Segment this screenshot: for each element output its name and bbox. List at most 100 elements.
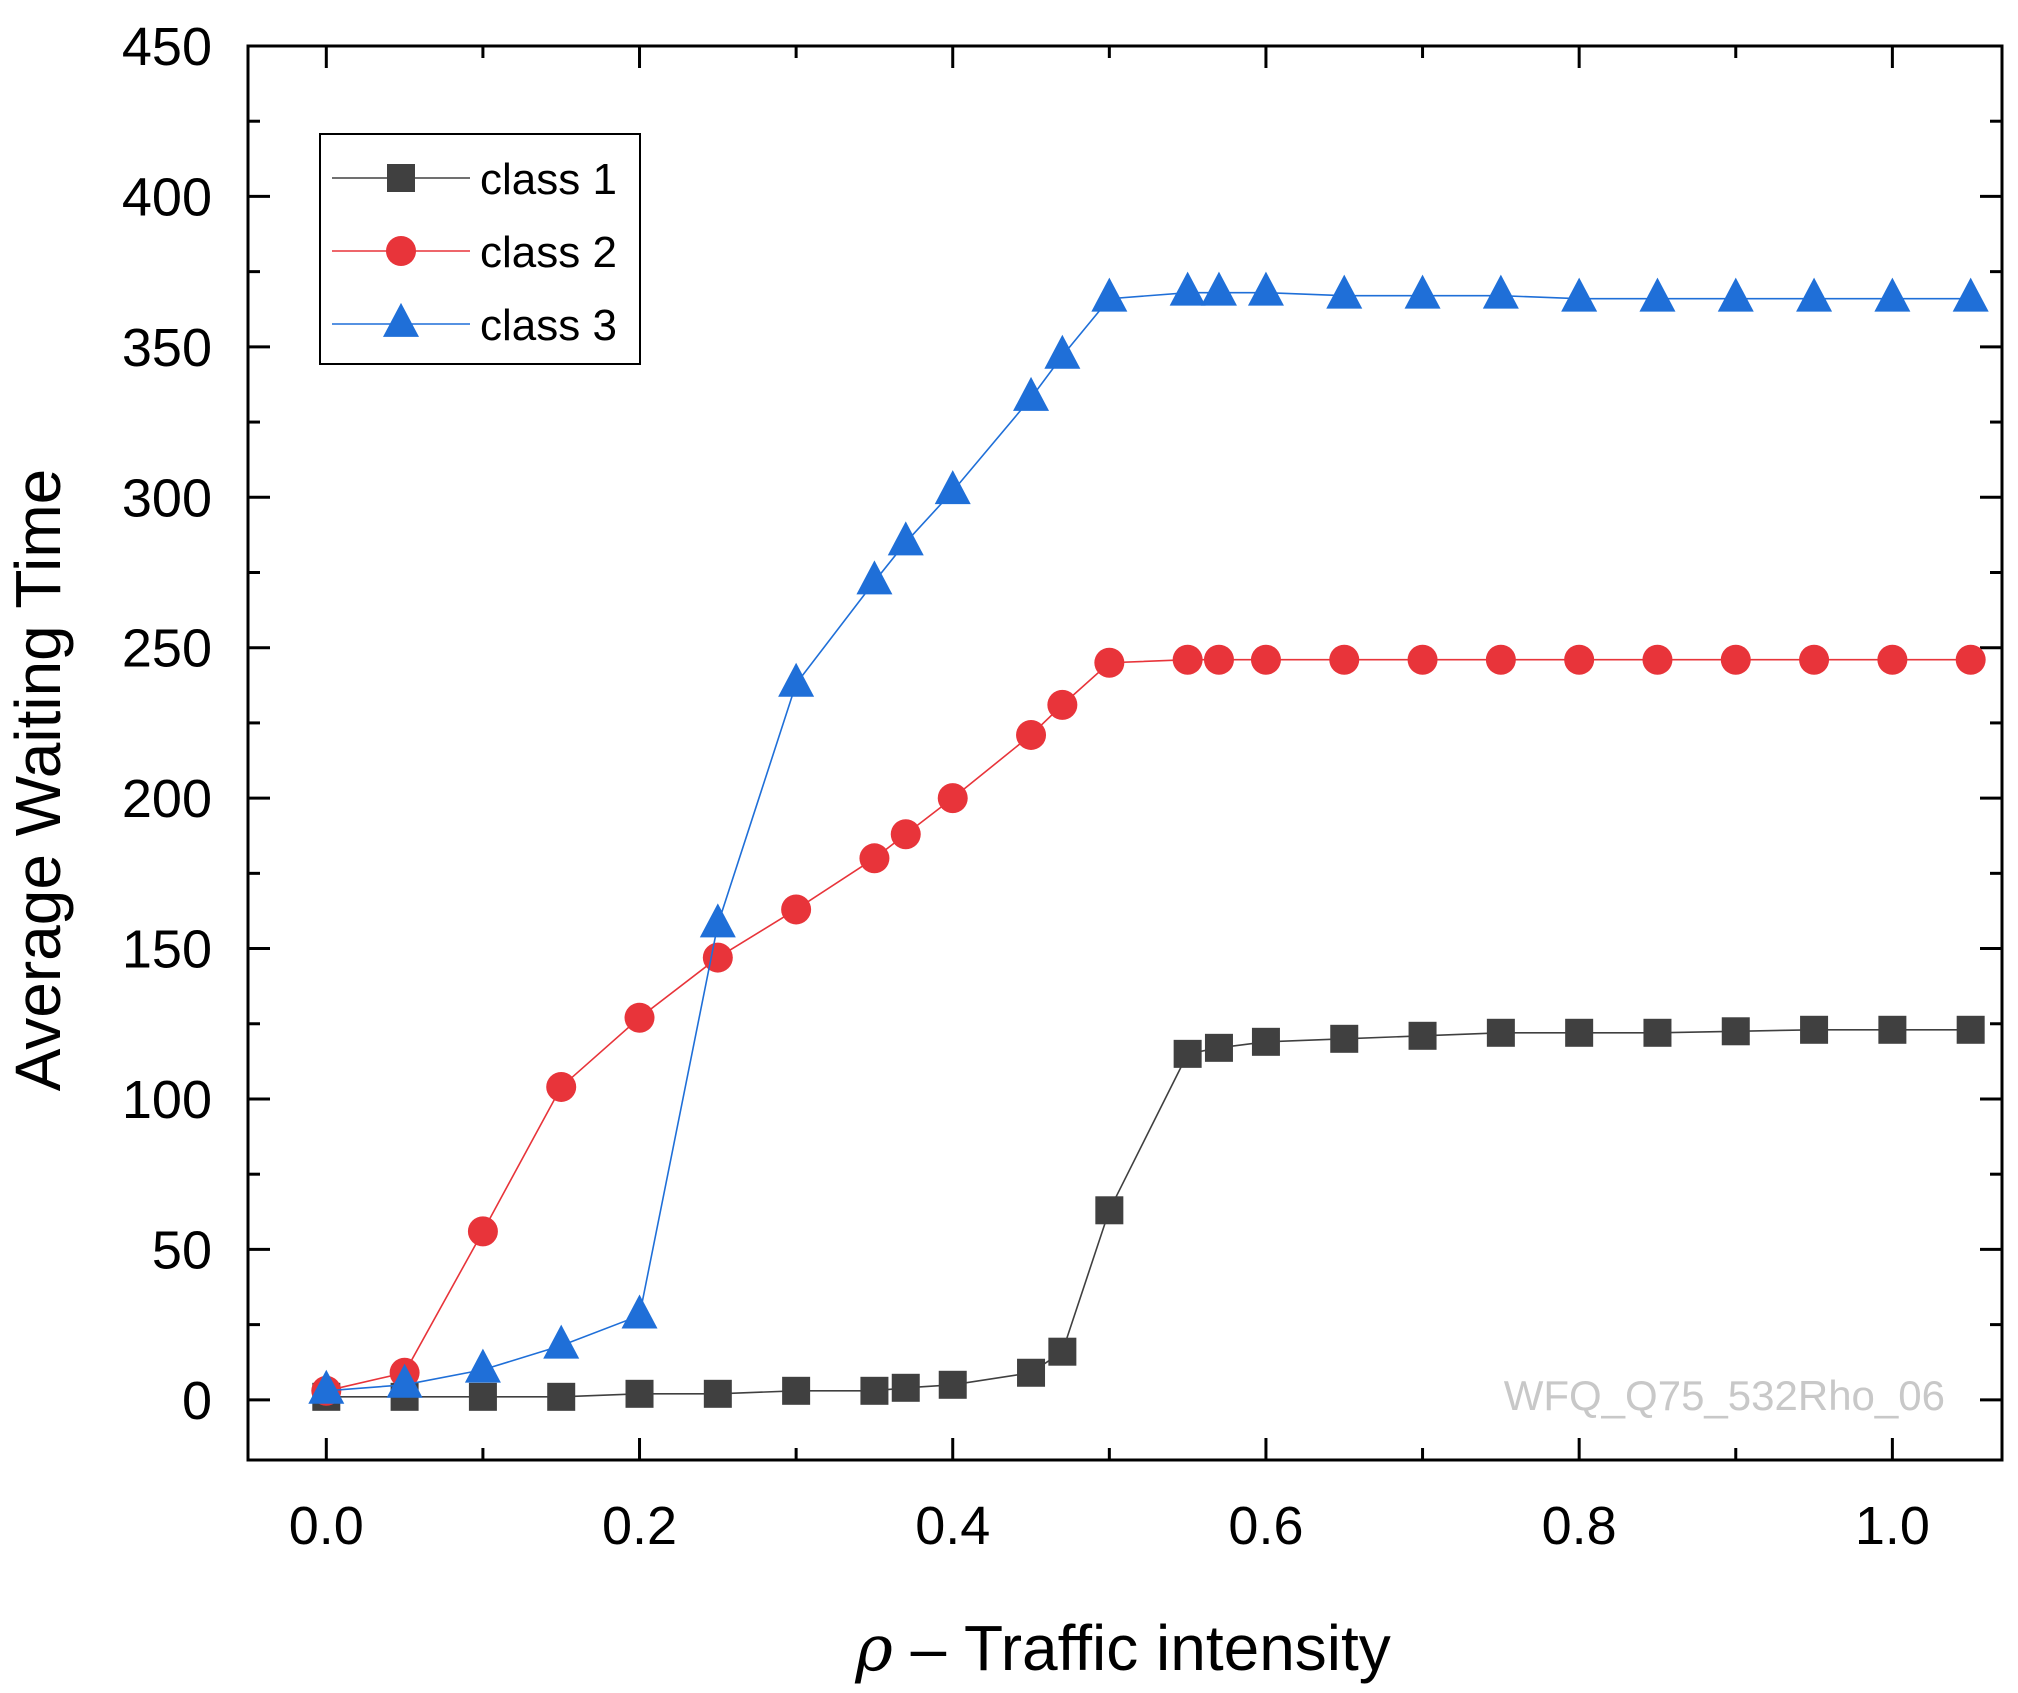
data-point xyxy=(1203,644,1234,675)
legend: class 1 class 2 class 3 xyxy=(319,133,641,365)
data-point xyxy=(890,819,921,850)
data-point xyxy=(386,1363,423,1398)
data-point xyxy=(468,1382,497,1411)
data-point xyxy=(856,560,893,595)
data-point xyxy=(1169,271,1206,306)
data-point xyxy=(1717,277,1754,312)
data-point xyxy=(1047,689,1078,720)
x-tick-label: 0.8 xyxy=(1542,1496,1617,1556)
data-point xyxy=(464,1348,501,1383)
data-point xyxy=(703,1379,732,1408)
y-tick-label: 150 xyxy=(122,920,212,980)
data-point xyxy=(1564,644,1595,675)
data-point xyxy=(1016,719,1047,750)
data-point xyxy=(1720,644,1751,675)
y-tick-label: 200 xyxy=(122,769,212,829)
y-tick-label: 300 xyxy=(122,468,212,528)
data-point xyxy=(887,521,924,556)
legend-label: class 3 xyxy=(480,301,617,350)
data-point xyxy=(891,1373,920,1402)
data-point xyxy=(546,1071,577,1102)
data-point xyxy=(1091,277,1128,312)
data-point xyxy=(1404,274,1441,309)
data-point xyxy=(1952,277,1989,312)
legend-marker xyxy=(387,164,415,192)
y-tick-label: 250 xyxy=(122,619,212,679)
legend-marker xyxy=(386,236,416,266)
legend-marker xyxy=(383,302,419,337)
data-point xyxy=(1094,647,1125,678)
data-point xyxy=(624,1002,655,1033)
series-3 xyxy=(308,271,1989,1404)
y-tick-label: 0 xyxy=(182,1371,212,1431)
legend-label: class 2 xyxy=(480,228,617,277)
data-point xyxy=(1799,644,1830,675)
data-point xyxy=(702,942,733,973)
data-point xyxy=(781,894,812,925)
y-tick-label: 350 xyxy=(122,318,212,378)
data-point xyxy=(1796,277,1833,312)
data-point xyxy=(1956,1015,1985,1044)
data-point xyxy=(1642,644,1673,675)
data-point xyxy=(1877,644,1908,675)
data-point xyxy=(1329,644,1360,675)
y-axis-title: Average Waiting Time xyxy=(2,469,74,1092)
data-point xyxy=(938,1370,967,1399)
data-point xyxy=(1172,644,1203,675)
data-point xyxy=(1721,1017,1750,1046)
data-point xyxy=(1485,644,1516,675)
data-point xyxy=(934,470,971,505)
data-point xyxy=(1173,1039,1202,1068)
data-point xyxy=(778,662,815,697)
data-point xyxy=(1326,274,1363,309)
data-point xyxy=(937,783,968,814)
data-point xyxy=(543,1324,580,1359)
data-point xyxy=(1200,271,1237,306)
data-point xyxy=(1095,1196,1124,1225)
legend-box xyxy=(319,133,641,365)
data-point xyxy=(1639,277,1676,312)
data-point xyxy=(1565,1018,1594,1047)
data-point xyxy=(1482,274,1519,309)
data-point xyxy=(625,1379,654,1408)
data-point xyxy=(1013,376,1050,411)
data-point xyxy=(1407,644,1438,675)
data-point xyxy=(782,1376,811,1405)
x-axis-title-symbol: ρ xyxy=(854,1612,893,1686)
data-point xyxy=(1486,1018,1515,1047)
data-point xyxy=(1874,277,1911,312)
x-axis-title-text: – Traffic intensity xyxy=(893,1612,1391,1684)
data-point xyxy=(547,1382,576,1411)
data-point xyxy=(1955,644,1986,675)
data-point xyxy=(1330,1024,1359,1053)
legend-label: class 1 xyxy=(480,155,617,204)
series-1 xyxy=(312,1015,1985,1411)
data-point xyxy=(308,1369,345,1404)
data-point xyxy=(1561,277,1598,312)
data-point xyxy=(1878,1015,1907,1044)
y-tick-label: 450 xyxy=(122,17,212,77)
x-tick-label: 0.6 xyxy=(1228,1496,1303,1556)
x-tick-label: 1.0 xyxy=(1855,1496,1930,1556)
plot-frame xyxy=(246,44,2004,1462)
x-tick-label: 0.2 xyxy=(602,1496,677,1556)
x-tick-label: 0.0 xyxy=(289,1496,364,1556)
x-tick-label: 0.4 xyxy=(915,1496,990,1556)
x-axis-title: ρ – Traffic intensity xyxy=(854,1612,1391,1686)
data-point xyxy=(467,1216,498,1247)
data-point xyxy=(1017,1358,1046,1387)
data-point xyxy=(1247,271,1284,306)
data-point xyxy=(859,843,890,874)
y-tick-label: 400 xyxy=(122,167,212,227)
data-point xyxy=(1204,1033,1233,1062)
data-point xyxy=(1800,1015,1829,1044)
y-tick-label: 50 xyxy=(152,1220,212,1280)
data-point xyxy=(1251,1027,1280,1056)
y-tick-label: 100 xyxy=(122,1070,212,1130)
data-point xyxy=(860,1376,889,1405)
data-point xyxy=(1044,334,1081,369)
data-point xyxy=(621,1294,658,1329)
series-line xyxy=(326,291,1971,1392)
